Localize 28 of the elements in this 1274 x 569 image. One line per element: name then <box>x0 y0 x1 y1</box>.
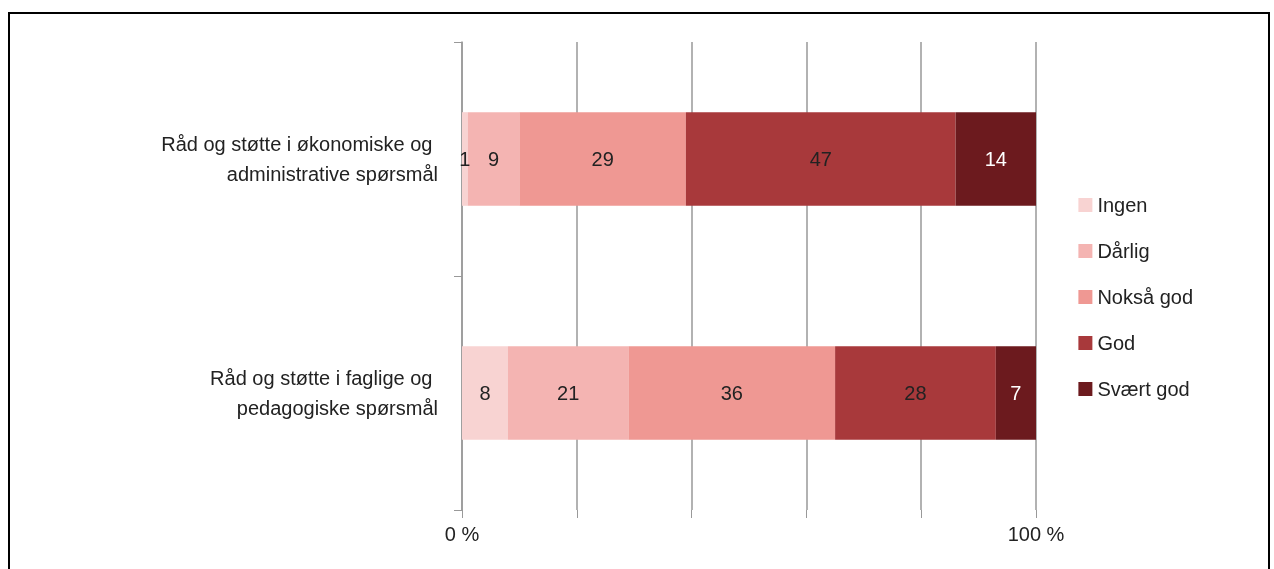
data-label: 47 <box>809 148 832 170</box>
data-label: 1 <box>459 148 471 170</box>
legend-label: Svært god <box>1097 378 1190 400</box>
x-tick-label: 100 % <box>1007 523 1065 545</box>
data-label: 9 <box>488 148 500 170</box>
data-label: 7 <box>1010 382 1022 404</box>
bar <box>835 346 996 440</box>
bar <box>462 112 468 206</box>
y-tick-label: Råd og støtte i faglige og pedagogiske spørsmål <box>210 367 438 419</box>
legend-label: Dårlig <box>1097 240 1150 262</box>
y-tick-label: Råd og støtte i økonomiske og administrative spørsmål <box>161 133 438 185</box>
bar <box>955 112 1036 206</box>
bar <box>685 112 956 206</box>
legend-label: God <box>1097 332 1136 354</box>
bar <box>462 346 508 440</box>
data-label: 29 <box>591 148 614 170</box>
bar <box>628 346 836 440</box>
bar <box>519 112 686 206</box>
legend-label: Nokså god <box>1097 286 1194 308</box>
data-label: 14 <box>984 148 1007 170</box>
data-label: 21 <box>557 382 580 404</box>
legend-label: Ingen <box>1097 194 1148 216</box>
bar <box>995 346 1036 440</box>
data-label: 36 <box>720 382 743 404</box>
data-label: 28 <box>904 382 927 404</box>
data-label: 8 <box>479 382 491 404</box>
bar <box>507 346 629 440</box>
x-tick-label: 0 % <box>444 523 480 545</box>
